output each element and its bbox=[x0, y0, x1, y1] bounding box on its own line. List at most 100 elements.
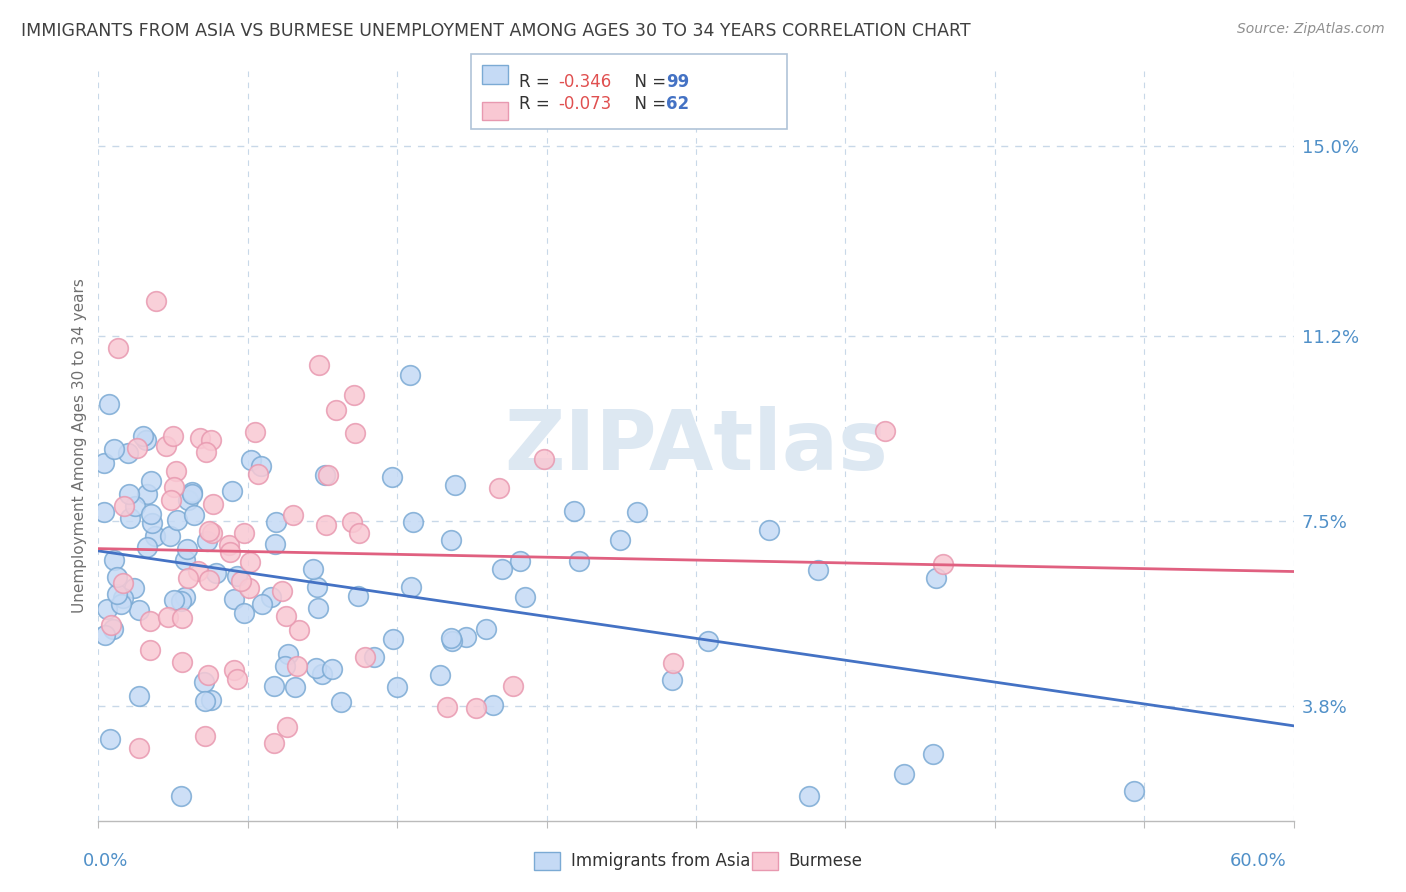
Point bbox=[174, 590, 197, 604]
Point bbox=[758, 524, 780, 538]
Point bbox=[661, 673, 683, 687]
Point bbox=[205, 566, 228, 580]
Text: N =: N = bbox=[624, 73, 672, 91]
Point bbox=[662, 657, 685, 671]
Point bbox=[139, 474, 162, 488]
Point bbox=[239, 555, 262, 569]
Point bbox=[138, 614, 160, 628]
Point bbox=[226, 672, 249, 686]
Point bbox=[399, 368, 422, 382]
Point bbox=[218, 538, 240, 552]
Point bbox=[197, 667, 219, 681]
Point bbox=[128, 690, 150, 704]
Point bbox=[198, 574, 221, 588]
Text: IMMIGRANTS FROM ASIA VS BURMESE UNEMPLOYMENT AMONG AGES 30 TO 34 YEARS CORRELATI: IMMIGRANTS FROM ASIA VS BURMESE UNEMPLOY… bbox=[21, 22, 970, 40]
Point bbox=[132, 429, 155, 443]
Point bbox=[238, 581, 260, 595]
Point bbox=[181, 487, 204, 501]
Point bbox=[181, 484, 204, 499]
Point bbox=[318, 468, 340, 483]
Point bbox=[170, 789, 193, 803]
Point bbox=[170, 594, 193, 608]
Point bbox=[340, 516, 363, 530]
Point bbox=[128, 741, 150, 756]
Point bbox=[343, 387, 366, 401]
Point bbox=[145, 529, 167, 543]
Text: N =: N = bbox=[624, 95, 672, 113]
Point bbox=[200, 693, 222, 707]
Point bbox=[314, 468, 336, 483]
Text: Source: ZipAtlas.com: Source: ZipAtlas.com bbox=[1237, 22, 1385, 37]
Point bbox=[233, 525, 256, 540]
Point bbox=[103, 553, 125, 567]
Point bbox=[117, 446, 139, 460]
Text: R =: R = bbox=[519, 73, 555, 91]
Point bbox=[626, 505, 648, 519]
Point bbox=[325, 403, 347, 417]
Text: 62: 62 bbox=[666, 95, 689, 113]
Point bbox=[194, 729, 217, 743]
Point bbox=[284, 680, 307, 694]
Point bbox=[276, 609, 298, 624]
Point bbox=[429, 668, 451, 682]
Point bbox=[354, 649, 377, 664]
Text: 0.0%: 0.0% bbox=[83, 852, 128, 870]
Point bbox=[264, 515, 287, 529]
Point bbox=[305, 580, 328, 594]
Point bbox=[112, 499, 135, 513]
Point bbox=[441, 634, 464, 648]
Point bbox=[1123, 784, 1146, 798]
Point bbox=[124, 581, 146, 595]
Point bbox=[568, 554, 591, 568]
Point bbox=[250, 459, 273, 474]
Point bbox=[491, 562, 513, 576]
Point bbox=[696, 633, 718, 648]
Point bbox=[128, 603, 150, 617]
Point bbox=[201, 526, 224, 541]
Point bbox=[515, 590, 537, 604]
Point bbox=[96, 602, 118, 616]
Point bbox=[302, 562, 325, 576]
Point bbox=[482, 698, 505, 712]
Point bbox=[875, 424, 897, 438]
Text: ZIPAtlas: ZIPAtlas bbox=[503, 406, 889, 486]
Point bbox=[141, 516, 163, 531]
Point bbox=[166, 512, 188, 526]
Point bbox=[363, 649, 385, 664]
Point bbox=[124, 499, 146, 513]
Point bbox=[155, 439, 177, 453]
Point bbox=[202, 497, 225, 511]
Text: 99: 99 bbox=[666, 73, 690, 91]
Point bbox=[305, 661, 328, 675]
Point bbox=[250, 597, 273, 611]
Point bbox=[136, 487, 159, 501]
Point bbox=[488, 481, 510, 495]
Point bbox=[444, 478, 467, 492]
Point bbox=[98, 732, 121, 747]
Point bbox=[264, 537, 287, 551]
Point bbox=[464, 700, 486, 714]
Point bbox=[245, 425, 267, 439]
Point bbox=[233, 607, 256, 621]
Point bbox=[221, 484, 243, 499]
Point bbox=[315, 518, 337, 533]
Point bbox=[170, 611, 193, 625]
Point bbox=[344, 426, 367, 441]
Point bbox=[118, 487, 141, 501]
Point bbox=[440, 533, 463, 547]
Point bbox=[347, 526, 370, 541]
Point bbox=[229, 574, 252, 588]
Point bbox=[226, 569, 249, 583]
Point bbox=[283, 508, 305, 522]
Point bbox=[163, 480, 186, 494]
Point bbox=[200, 433, 222, 447]
Point bbox=[321, 662, 343, 676]
Point bbox=[288, 624, 311, 638]
Point bbox=[145, 293, 167, 308]
Point bbox=[276, 720, 298, 734]
Point bbox=[110, 597, 132, 611]
Point bbox=[139, 643, 162, 657]
Point bbox=[922, 747, 945, 761]
Point bbox=[347, 589, 370, 603]
Point bbox=[274, 659, 297, 673]
